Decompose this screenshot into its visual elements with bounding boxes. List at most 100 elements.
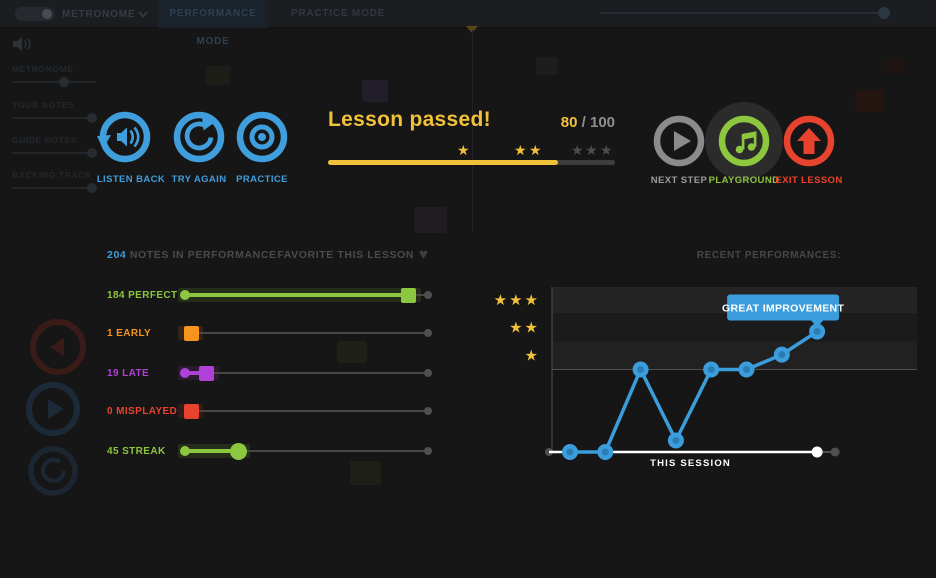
toggle-knob-icon [42, 9, 52, 19]
try-again-button[interactable] [171, 109, 227, 165]
slider-handle[interactable] [401, 287, 417, 303]
score-max: / 100 [577, 114, 615, 131]
playhead-line [472, 30, 473, 232]
recent-performances-title: RECENT PERFORMANCES: [696, 250, 841, 261]
favorite-lesson-label[interactable]: FAVORITE THIS LESSON [277, 249, 414, 261]
slider-start-dot [180, 368, 190, 378]
slider-start-dot [180, 446, 190, 456]
mixer-channel-knob[interactable] [86, 148, 97, 158]
exit-lesson-button[interactable] [781, 113, 837, 169]
playhead-marker-icon [466, 26, 478, 33]
stat-label: 0 MISPLAYED [107, 406, 178, 417]
exit-lesson-label[interactable]: EXIT LESSON [775, 175, 843, 186]
stat-slider-184-perfect: 184 PERFECT [0, 283, 936, 307]
slider-end-dot [424, 369, 432, 377]
mixer-channel-label: METRONOME [12, 64, 74, 74]
speaker-icon [13, 37, 31, 51]
practice-label[interactable]: PRACTICE [236, 174, 288, 185]
slider-handle[interactable] [199, 365, 215, 381]
chevron-down-icon[interactable] [138, 11, 148, 18]
note-block [414, 207, 447, 233]
slider-fill [185, 371, 207, 375]
mixer-channel-label: BACKING TRACK [12, 170, 92, 180]
next-step-button[interactable] [651, 113, 707, 169]
stat-label: 45 STREAK [107, 446, 166, 457]
song-progress-track [600, 12, 884, 14]
chart-star-axis-1: ★ [525, 347, 540, 364]
metronome-toggle[interactable] [15, 7, 55, 21]
mixer-channel-slider[interactable] [12, 77, 96, 87]
back-button-dimmed [30, 319, 86, 375]
slider-end-dot [424, 329, 432, 337]
stat-slider-19-late: 19 LATE [0, 361, 936, 385]
practice-button[interactable] [234, 109, 290, 165]
stat-label: 184 PERFECT [107, 290, 178, 301]
notes-count: 204 [107, 249, 127, 261]
song-progress-handle[interactable] [878, 7, 890, 19]
mixer-channel-knob[interactable] [59, 77, 70, 87]
slider-fill [185, 293, 409, 297]
favorite-heart-icon[interactable]: ♥ [419, 246, 428, 263]
loop-button-dimmed [28, 446, 78, 496]
playground-label[interactable]: PLAYGROUND [708, 175, 780, 186]
mixer-channel-label: GUIDE NOTES [12, 135, 78, 145]
slider-handle[interactable] [183, 403, 199, 419]
note-block [206, 66, 230, 85]
star-threshold-2-icon: ★ [514, 142, 527, 158]
note-block [337, 341, 367, 363]
play-button-dimmed [26, 382, 80, 436]
star-threshold-3-icon: ★ [571, 142, 584, 158]
this-session-label: THIS SESSION [650, 458, 731, 469]
score-progress-bar [328, 160, 615, 165]
metronome-label: METRONOME [62, 9, 136, 20]
mixer-channel-label: YOUR NOTES [12, 100, 75, 110]
note-block [884, 58, 906, 74]
slider-handle[interactable] [229, 442, 247, 460]
chart-star-axis-2: ★★ [509, 319, 540, 336]
stat-label: 1 EARLY [107, 328, 152, 339]
mixer-channel-slider[interactable] [12, 148, 97, 158]
slider-end-dot [424, 291, 432, 299]
lesson-result-title: Lesson passed! [328, 108, 491, 131]
note-block [855, 90, 883, 112]
slider-track [185, 371, 428, 374]
star-threshold-1-icon: ★ [457, 142, 470, 158]
score-progress-fill [328, 160, 558, 165]
next-step-label[interactable]: NEXT STEP [650, 175, 708, 186]
mixer-channel-slider[interactable] [12, 183, 97, 193]
slider-track [185, 331, 428, 334]
note-block [362, 80, 388, 102]
mixer-channel-slider[interactable] [12, 113, 97, 123]
slider-fill [185, 449, 239, 453]
notes-label: NOTES IN PERFORMANCE [126, 249, 277, 261]
slider-start-dot [180, 290, 190, 300]
tab-performance-mode[interactable]: PERFORMANCE MODE [158, 0, 268, 47]
mixer-channel-knob[interactable] [86, 113, 97, 123]
note-block [350, 461, 381, 485]
stat-label: 19 LATE [107, 368, 150, 379]
great-improvement-badge: GREAT IMPROVEMENT [722, 303, 844, 315]
listen-back-label[interactable]: LISTEN BACK [96, 174, 166, 185]
chart-star-axis-3: ★★★ [494, 292, 540, 309]
slider-end-dot [424, 407, 432, 415]
star-threshold-3-icon: ★ [585, 142, 598, 158]
slider-track [185, 449, 428, 452]
tab-practice-mode[interactable]: PRACTICE MODE [290, 8, 386, 19]
playground-button[interactable] [716, 113, 772, 169]
stat-slider-0-misplayed: 0 MISPLAYED [0, 399, 936, 423]
note-block [536, 57, 558, 75]
mixer-channel-knob[interactable] [86, 183, 97, 193]
notes-in-performance: 204 NOTES IN PERFORMANCE [107, 249, 277, 261]
stat-slider-45-streak: 45 STREAK [0, 439, 936, 463]
listen-back-button[interactable] [97, 109, 153, 165]
slider-handle[interactable] [183, 325, 199, 341]
slider-end-dot [424, 447, 432, 455]
try-again-label[interactable]: TRY AGAIN [171, 174, 227, 185]
star-threshold-2-icon: ★ [529, 142, 542, 158]
score-readout: 80 / 100 [455, 114, 615, 131]
top-bar: METRONOME PERFORMANCE MODE PRACTICE MODE [0, 0, 936, 47]
stat-slider-1-early: 1 EARLY [0, 321, 936, 345]
score-value: 80 [560, 114, 578, 131]
